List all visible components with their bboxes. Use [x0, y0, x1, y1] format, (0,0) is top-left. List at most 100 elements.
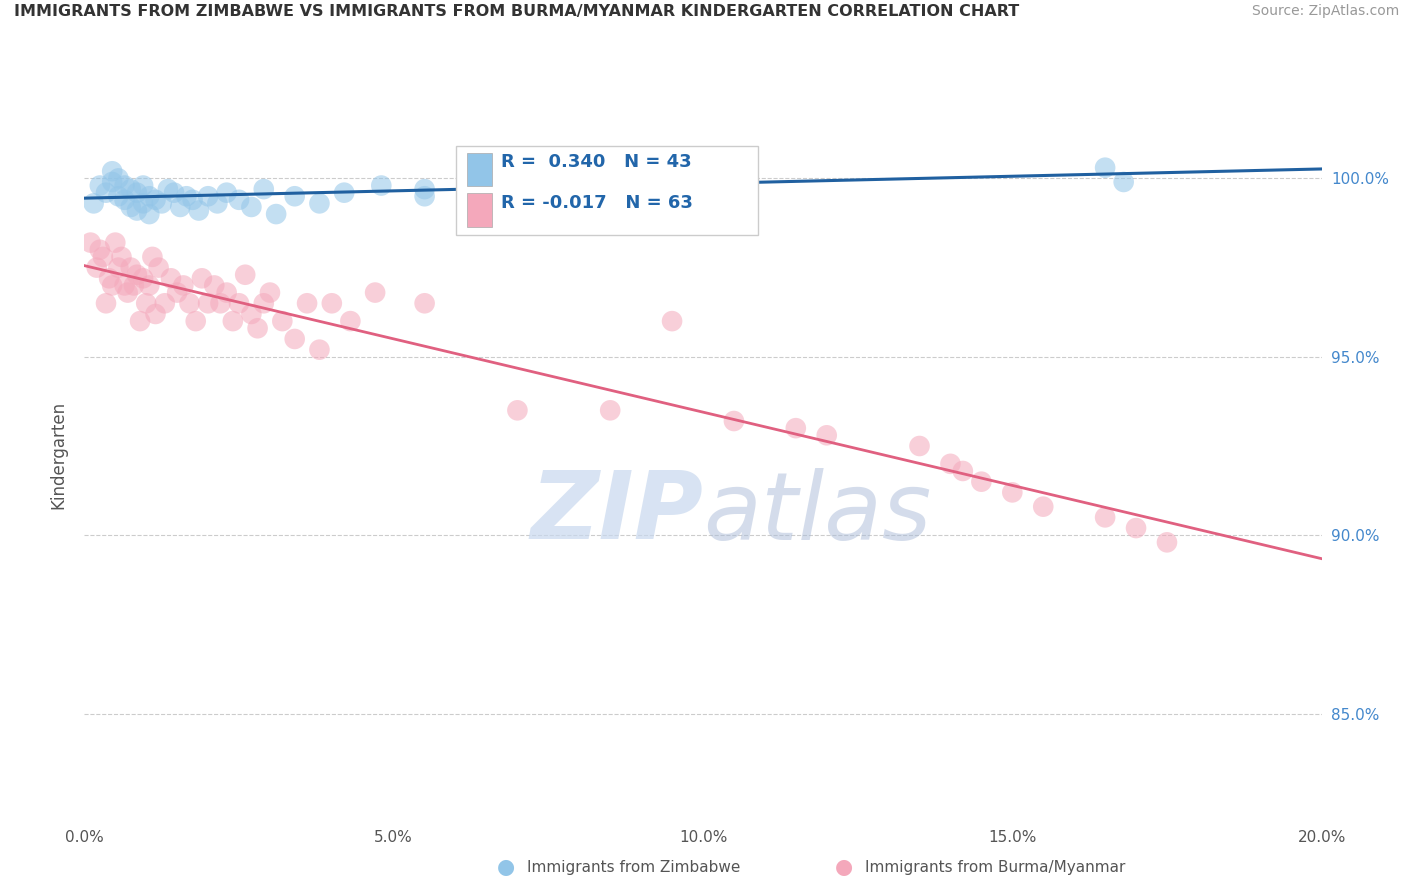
- Text: R = -0.017   N = 63: R = -0.017 N = 63: [501, 194, 692, 211]
- Point: [156, 182, 179, 196]
- Point: [114, 278, 136, 293]
- Point: [148, 260, 170, 275]
- Point: [333, 186, 356, 200]
- Point: [179, 296, 201, 310]
- Point: [197, 189, 219, 203]
- Point: [132, 178, 155, 193]
- Point: [110, 250, 132, 264]
- Point: [101, 278, 124, 293]
- Point: [94, 296, 117, 310]
- Point: [228, 296, 250, 310]
- Point: [79, 235, 101, 250]
- Point: [104, 235, 127, 250]
- Point: [191, 271, 214, 285]
- Point: [138, 189, 160, 203]
- Point: [89, 243, 111, 257]
- Point: [271, 314, 294, 328]
- Point: [120, 260, 142, 275]
- Point: [264, 207, 287, 221]
- Point: [197, 296, 219, 310]
- Point: [952, 464, 974, 478]
- Point: [939, 457, 962, 471]
- Point: [153, 296, 176, 310]
- Point: [202, 278, 225, 293]
- Point: [141, 250, 163, 264]
- Point: [339, 314, 361, 328]
- Point: [160, 271, 183, 285]
- Point: [83, 196, 105, 211]
- Point: [364, 285, 387, 300]
- Point: [246, 321, 269, 335]
- Point: [166, 285, 188, 300]
- Point: [284, 332, 307, 346]
- Point: [176, 189, 198, 203]
- Point: [215, 285, 238, 300]
- Text: Source: ZipAtlas.com: Source: ZipAtlas.com: [1251, 4, 1399, 19]
- Point: [94, 186, 117, 200]
- Point: [259, 285, 281, 300]
- Text: ●: ●: [835, 857, 852, 877]
- Point: [114, 178, 136, 193]
- Point: [122, 278, 145, 293]
- Point: [228, 193, 250, 207]
- Point: [370, 178, 392, 193]
- Text: R =  0.340   N = 43: R = 0.340 N = 43: [501, 153, 692, 170]
- Point: [129, 314, 152, 328]
- Point: [114, 193, 136, 207]
- Point: [184, 314, 207, 328]
- Point: [506, 403, 529, 417]
- Point: [117, 285, 139, 300]
- Point: [908, 439, 931, 453]
- Point: [181, 193, 204, 207]
- Point: [661, 164, 683, 178]
- Text: IMMIGRANTS FROM ZIMBABWE VS IMMIGRANTS FROM BURMA/MYANMAR KINDERGARTEN CORRELATI: IMMIGRANTS FROM ZIMBABWE VS IMMIGRANTS F…: [14, 4, 1019, 20]
- Point: [125, 268, 148, 282]
- Point: [163, 186, 186, 200]
- Point: [187, 203, 209, 218]
- Point: [101, 164, 124, 178]
- Point: [209, 296, 232, 310]
- Point: [537, 168, 560, 182]
- Text: ZIP: ZIP: [530, 467, 703, 559]
- Point: [1094, 161, 1116, 175]
- Point: [145, 307, 167, 321]
- Point: [1094, 510, 1116, 524]
- Point: [132, 196, 155, 211]
- Y-axis label: Kindergarten: Kindergarten: [49, 401, 67, 509]
- Point: [240, 200, 263, 214]
- Point: [145, 193, 167, 207]
- Point: [101, 175, 124, 189]
- Point: [1112, 175, 1135, 189]
- Point: [120, 200, 142, 214]
- Point: [308, 196, 330, 211]
- Point: [1001, 485, 1024, 500]
- Point: [240, 307, 263, 321]
- Point: [135, 296, 157, 310]
- Point: [413, 182, 436, 196]
- Point: [120, 182, 142, 196]
- Text: Immigrants from Burma/Myanmar: Immigrants from Burma/Myanmar: [865, 860, 1125, 874]
- Point: [599, 403, 621, 417]
- Point: [89, 178, 111, 193]
- Text: atlas: atlas: [703, 468, 931, 559]
- Point: [207, 196, 229, 211]
- Point: [125, 203, 148, 218]
- Point: [138, 207, 160, 221]
- Point: [150, 196, 173, 211]
- Point: [91, 250, 114, 264]
- Point: [169, 200, 191, 214]
- Point: [253, 182, 276, 196]
- Point: [284, 189, 307, 203]
- Text: Immigrants from Zimbabwe: Immigrants from Zimbabwe: [527, 860, 741, 874]
- Point: [107, 171, 129, 186]
- Point: [308, 343, 330, 357]
- Point: [413, 189, 436, 203]
- Point: [1032, 500, 1054, 514]
- Point: [172, 278, 194, 293]
- Point: [98, 271, 121, 285]
- Point: [723, 414, 745, 428]
- Point: [222, 314, 245, 328]
- Point: [138, 278, 160, 293]
- Point: [1125, 521, 1147, 535]
- Point: [253, 296, 276, 310]
